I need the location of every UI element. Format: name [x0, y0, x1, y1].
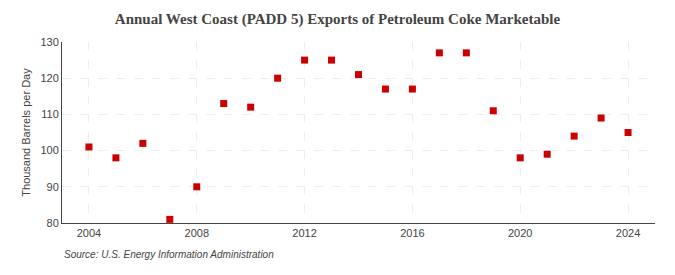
svg-text:130: 130 [40, 36, 58, 48]
svg-text:2004: 2004 [77, 227, 101, 239]
svg-text:2008: 2008 [185, 227, 209, 239]
svg-text:120: 120 [40, 72, 58, 84]
svg-text:2012: 2012 [292, 227, 316, 239]
svg-text:Thousand Barrels per Day: Thousand Barrels per Day [20, 68, 32, 197]
svg-text:110: 110 [41, 108, 59, 120]
svg-text:80: 80 [47, 217, 59, 229]
svg-text:2016: 2016 [400, 227, 424, 239]
svg-text:2024: 2024 [616, 227, 640, 239]
svg-text:90: 90 [47, 181, 59, 193]
svg-text:Source: U.S. Energy Informatio: Source: U.S. Energy Information Administ… [64, 249, 274, 260]
svg-text:2020: 2020 [508, 227, 532, 239]
svg-text:Annual West Coast (PADD 5) Exp: Annual West Coast (PADD 5) Exports of Pe… [115, 11, 561, 28]
svg-text:100: 100 [40, 144, 58, 156]
